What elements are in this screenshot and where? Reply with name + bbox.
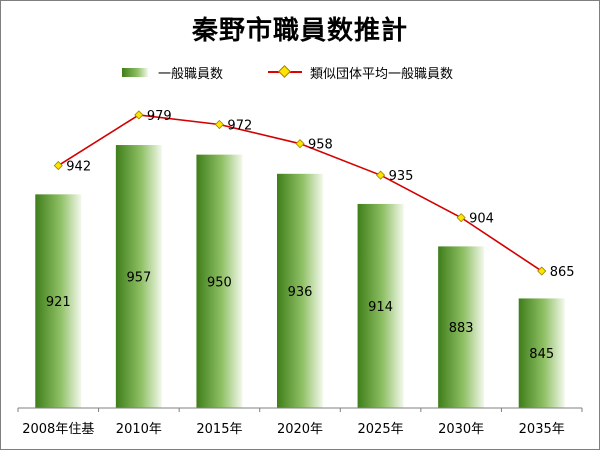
bar [438,246,485,408]
bar [518,298,565,408]
line-value-label: 904 [469,212,494,227]
x-tick-label: 2025年 [358,422,404,437]
bar [196,154,243,408]
line-value-label: 865 [550,265,575,280]
bar-value-label: 957 [126,271,151,286]
line-value-label: 972 [227,119,252,134]
bar-value-label: 845 [529,347,554,362]
line-point [376,170,386,180]
bar-value-label: 883 [449,321,474,336]
bar-value-label: 950 [207,275,232,290]
x-tick-label: 2008年住基 [22,422,94,437]
legend-swatch-bar [122,67,148,77]
bar [357,203,404,408]
line-point [537,266,547,276]
bar [115,145,162,409]
legend-label-line: 類似団体平均一般職員数 [310,66,454,82]
legend-label-bar: 一般職員数 [158,66,224,82]
bar-value-label: 914 [368,300,393,315]
x-tick-label: 2015年 [196,422,242,437]
legend-swatch-line [268,65,302,78]
line-value-label: 979 [147,109,172,124]
line-point [53,161,63,171]
line-value-label: 935 [389,169,414,184]
line-point [456,213,466,223]
legend-item-bar: 一般職員数 [122,62,223,82]
x-tick-label: 2035年 [519,422,565,437]
x-tick-label: 2010年 [116,422,162,437]
line-point [295,139,305,149]
legend: 一般職員数 類似団体平均一般職員数 [0,62,600,82]
line-value-label: 958 [308,138,333,153]
line-point [214,119,224,130]
chart-title: 秦野市職員数推計 [191,16,408,46]
x-tick-label: 2030年 [438,422,484,437]
legend-item-line: 類似団体平均一般職員数 [268,62,453,82]
line-value-label: 942 [66,160,91,175]
bar [277,173,323,408]
line-point [134,110,144,120]
bar-value-label: 936 [288,285,313,300]
bar-value-label: 921 [46,295,71,310]
bar [35,194,82,408]
x-tick-label: 2020年 [277,422,323,437]
